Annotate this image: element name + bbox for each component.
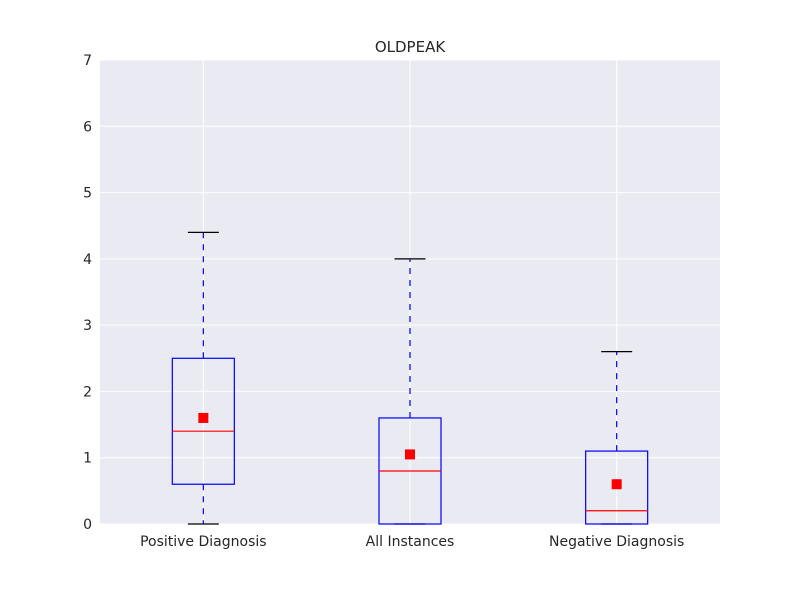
y-tick-label: 7 [83, 53, 92, 69]
box-body [585, 450, 649, 525]
box-group [378, 258, 442, 525]
y-tick-label: 1 [83, 451, 92, 467]
mean-marker [198, 412, 209, 423]
x-tick-label: Positive Diagnosis [140, 534, 266, 550]
boxes [171, 231, 649, 525]
y-tick-label: 6 [83, 119, 92, 135]
y-tick-label: 5 [83, 186, 92, 202]
y-tick-label: 4 [83, 252, 92, 268]
axis-ticks: 0 1 2 3 4 5 6 7 Positive Diagnosis All Instances N… [83, 53, 684, 550]
y-tick-label: 0 [83, 517, 92, 533]
box-body [171, 357, 235, 485]
box-group [585, 351, 649, 525]
y-tick-label: 2 [83, 384, 92, 400]
y-tick-label: 3 [83, 318, 92, 334]
mean-marker [611, 479, 622, 490]
box-group [171, 231, 235, 525]
x-tick-label: All Instances [366, 534, 455, 550]
chart-title: OLDPEAK [375, 38, 446, 56]
x-tick-label: Negative Diagnosis [549, 534, 684, 550]
mean-marker [405, 449, 415, 460]
